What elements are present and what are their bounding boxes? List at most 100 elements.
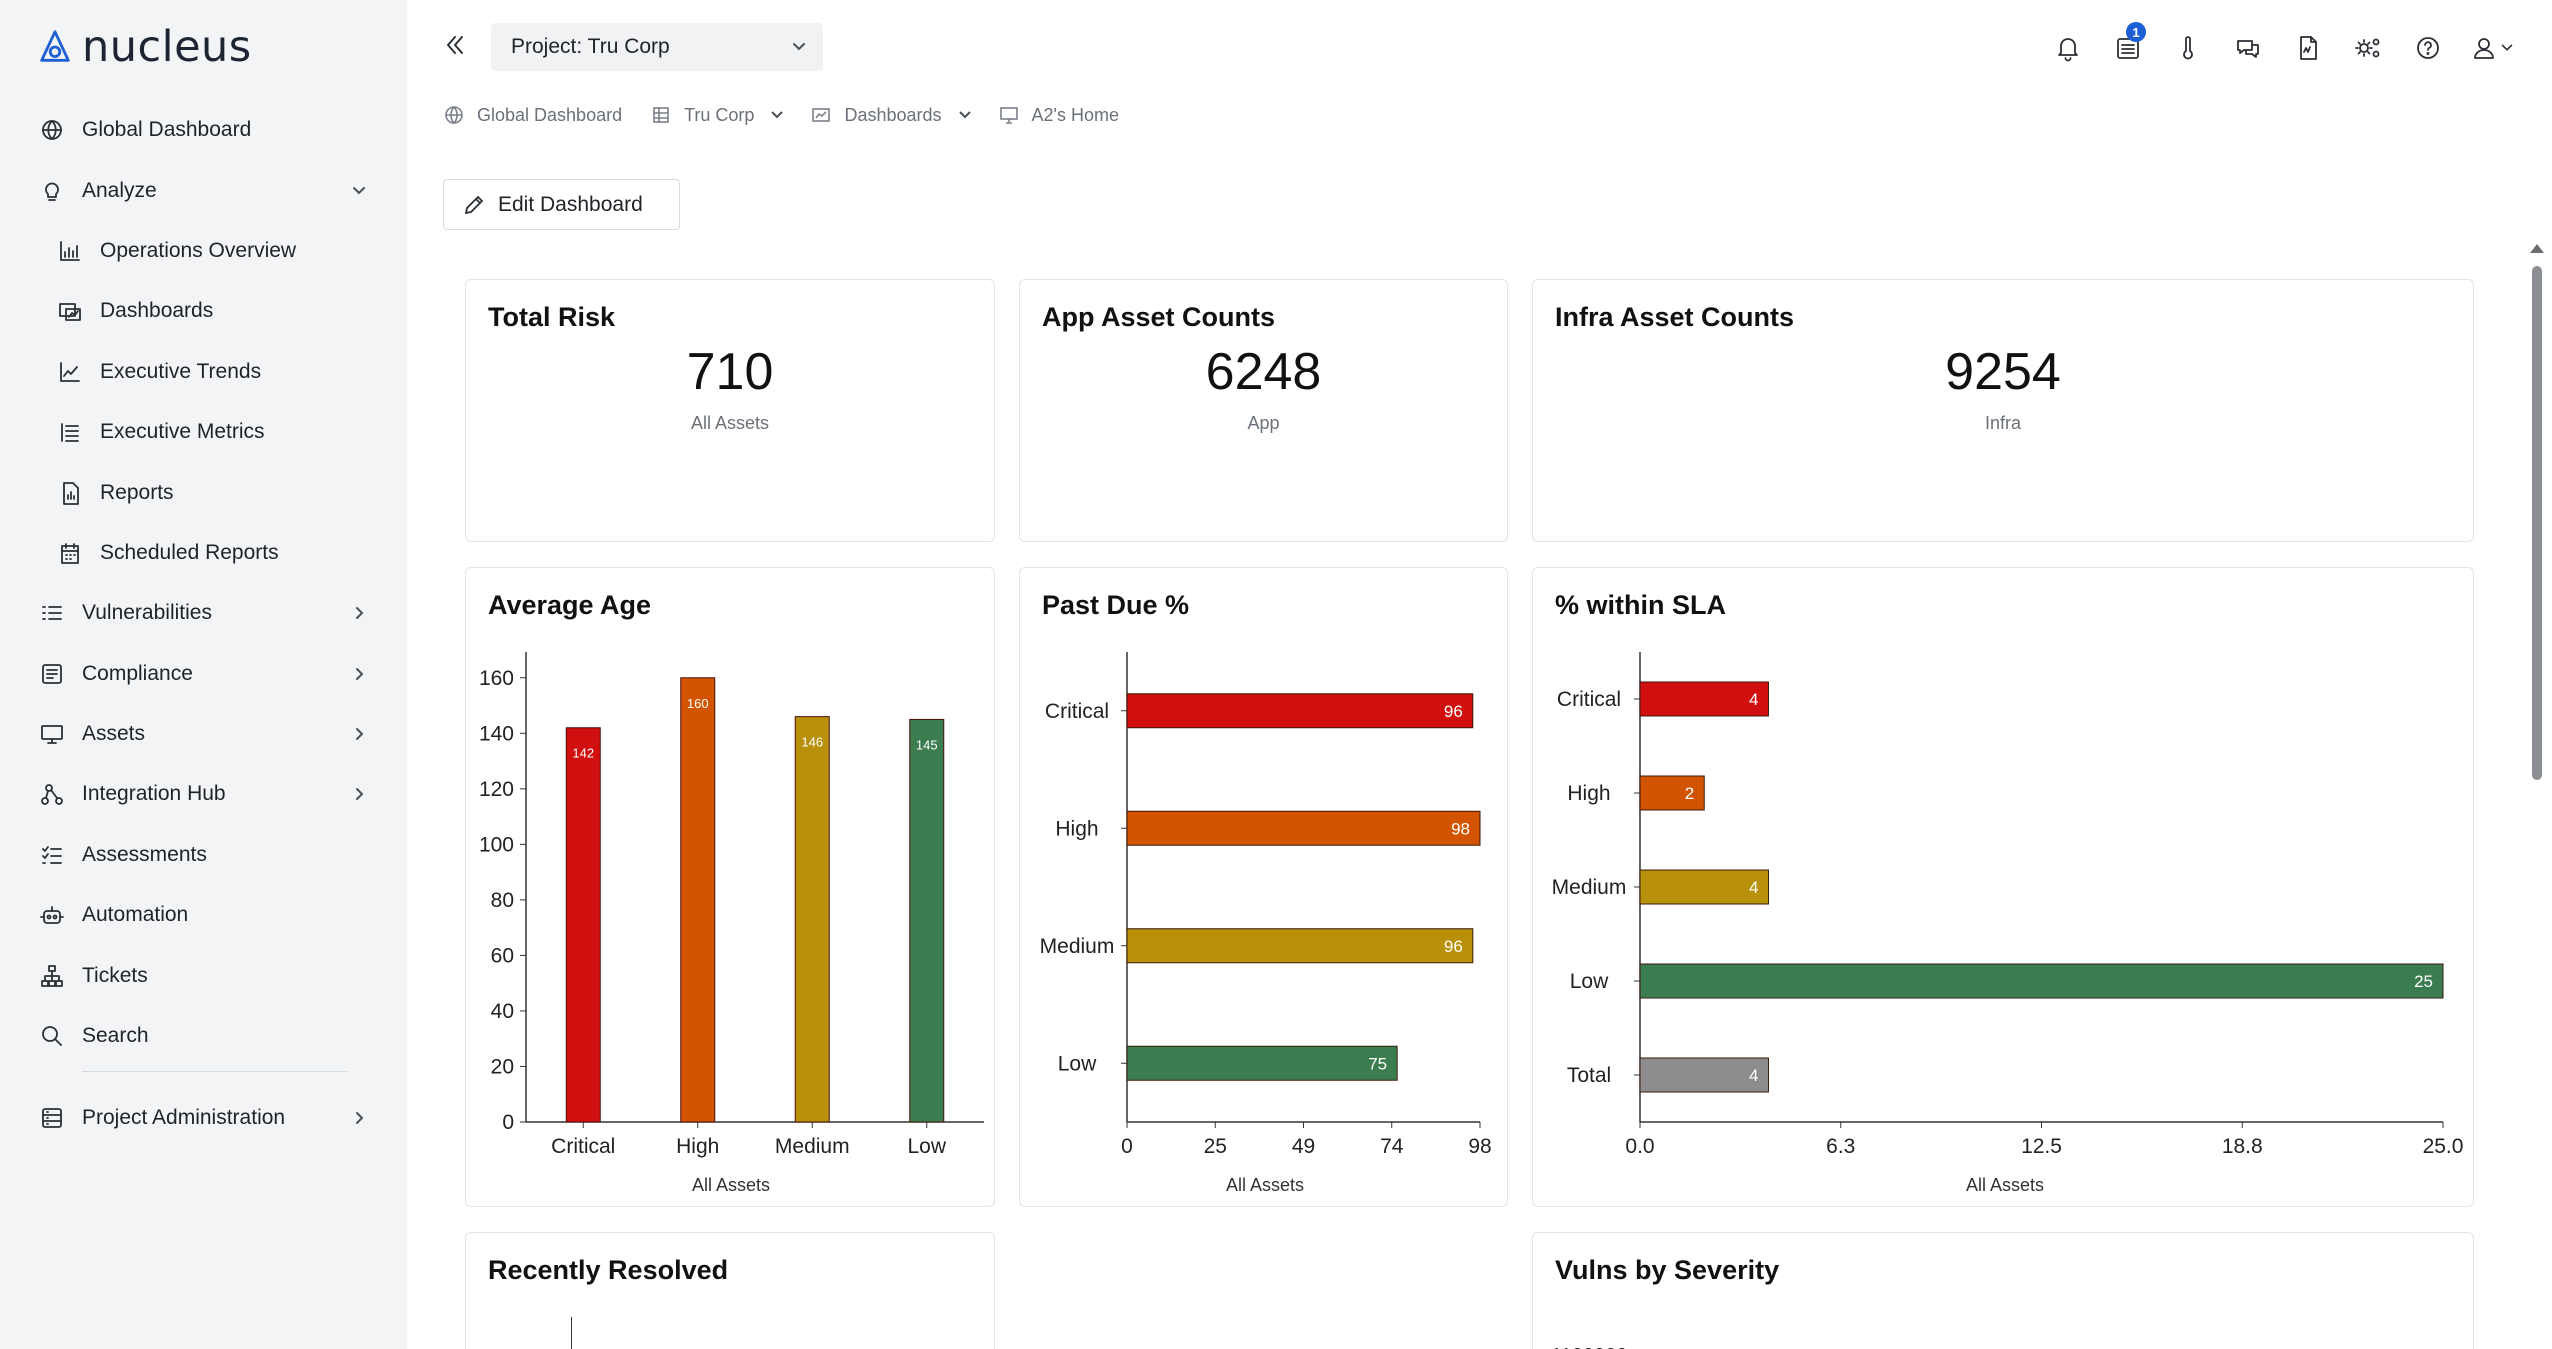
logo[interactable]: nucleus <box>36 22 252 72</box>
double-chevron-left-icon <box>447 36 463 54</box>
breadcrumb-tru-corp[interactable]: Tru Corp <box>650 104 754 126</box>
server-icon <box>38 1104 66 1132</box>
list-icon <box>38 599 66 627</box>
y-tick-label: 140 <box>479 722 514 745</box>
chart-card-past-due: Past Due % 96 Critical 98 High 96 Medium 75 Low… <box>1019 567 1508 1207</box>
bar-low <box>909 718 945 1123</box>
bar-value-label: 146 <box>801 735 823 750</box>
sidebar-item-label: Executive Metrics <box>100 420 265 444</box>
bar-medium <box>1639 869 1769 905</box>
sidebar-item-tickets[interactable]: Tickets <box>0 945 407 1005</box>
chevron-right-icon[interactable] <box>350 1109 368 1127</box>
monitor-icon <box>999 107 1018 124</box>
breadcrumb-global-dashboard[interactable]: Global Dashboard <box>443 104 622 126</box>
sidebar-item-integration-hub[interactable]: Integration Hub <box>0 764 407 824</box>
sidebar-item-scheduled-reports[interactable]: Scheduled Reports <box>0 523 407 583</box>
sidebar-item-search[interactable]: Search <box>0 1006 407 1066</box>
project-select[interactable]: Project: Tru Corp <box>491 23 823 71</box>
robot-icon <box>38 901 66 929</box>
collapse-sidebar-button[interactable] <box>440 30 470 60</box>
building-icon <box>653 107 669 123</box>
compliance-icon <box>38 660 66 688</box>
bar-critical <box>1126 693 1474 729</box>
globe-icon <box>445 106 463 125</box>
chevron-right-icon[interactable] <box>350 665 368 683</box>
sidebar-item-label: Compliance <box>82 661 193 685</box>
bar-critical <box>565 727 601 1123</box>
bar-value-label: 4 <box>1749 690 1758 709</box>
sidebar-item-project-administration[interactable]: Project Administration <box>0 1088 407 1148</box>
x-tick-label: 12.5 <box>2021 1135 2062 1158</box>
sidebar-item-label: Tickets <box>82 963 148 987</box>
notifications-button[interactable] <box>2038 28 2098 68</box>
sidebar-divider <box>82 1071 347 1072</box>
integration-icon <box>38 780 66 808</box>
chevron-right-icon[interactable] <box>350 604 368 622</box>
breadcrumb-dropdown-tru-corp[interactable] <box>768 106 786 124</box>
thermometer-button[interactable] <box>2158 28 2218 68</box>
bar-value-label: 96 <box>1444 702 1463 721</box>
breadcrumb-dropdown-dashboards[interactable] <box>956 106 974 124</box>
sidebar-item-label: Project Administration <box>82 1106 286 1130</box>
chevron-right-icon[interactable] <box>350 725 368 743</box>
y-tick-label: 160 <box>479 667 514 690</box>
tasks-button[interactable]: 1 <box>2098 22 2158 68</box>
bar-value-label: 2 <box>1685 784 1694 803</box>
notification-badge: 1 <box>2126 22 2146 42</box>
sidebar-item-assessments[interactable]: Assessments <box>0 825 407 885</box>
edit-dashboard-button[interactable]: Edit Dashboard <box>443 179 680 230</box>
sidebar: nucleus Global Dashboard Analyze Operation… <box>0 0 407 1349</box>
sidebar-item-vulnerabilities[interactable]: Vulnerabilities <box>0 583 407 643</box>
y-tick-label: 80 <box>491 889 514 912</box>
sidebar-item-label: Global Dashboard <box>82 118 252 142</box>
bar-value-label: 4 <box>1749 878 1758 897</box>
search-icon <box>38 1022 66 1050</box>
sidebar-item-compliance[interactable]: Compliance <box>0 644 407 704</box>
x-tick-label: Critical <box>551 1135 615 1158</box>
y-tick-label: 40 <box>491 1000 514 1023</box>
breadcrumb: Global Dashboard Tru Corp Dashboards A2'… <box>443 104 1147 126</box>
sidebar-item-analyze[interactable]: Analyze <box>0 160 407 220</box>
sidebar-item-label: Analyze <box>82 178 157 202</box>
bar-value-label: 98 <box>1451 819 1470 838</box>
sidebar-nav: Global Dashboard Analyze Operations Overvi… <box>0 100 407 1149</box>
checklist-icon <box>38 841 66 869</box>
x-tick-label: Low <box>907 1135 946 1158</box>
scroll-up-arrow[interactable] <box>2530 244 2544 253</box>
sidebar-item-label: Scheduled Reports <box>100 540 279 564</box>
sidebar-item-automation[interactable]: Automation <box>0 885 407 945</box>
sidebar-item-global-dashboard[interactable]: Global Dashboard <box>0 100 407 160</box>
sidebar-item-label: Integration Hub <box>82 782 226 806</box>
sidebar-item-dashboards[interactable]: Dashboards <box>0 281 407 341</box>
user-menu-button[interactable] <box>2458 28 2528 68</box>
hierarchy-icon <box>38 962 66 990</box>
sidebar-item-executive-metrics[interactable]: Executive Metrics <box>0 402 407 462</box>
settings-network-icon <box>2355 38 2380 58</box>
card-title: Recently Resolved <box>488 1255 729 1285</box>
sidebar-item-executive-trends[interactable]: Executive Trends <box>0 342 407 402</box>
sidebar-item-label: Executive Trends <box>100 359 262 383</box>
y-tick-label: Medium <box>1040 935 1115 958</box>
report-icon <box>56 479 84 507</box>
sidebar-item-reports[interactable]: Reports <box>0 462 407 522</box>
breadcrumb-home[interactable]: A2's Home <box>998 104 1119 126</box>
chevron-down-icon[interactable] <box>350 182 368 200</box>
trend-icon <box>56 358 84 386</box>
x-axis-label: All Assets <box>692 1175 770 1195</box>
help-button[interactable] <box>2398 28 2458 68</box>
breadcrumb-label: Dashboards <box>844 104 942 125</box>
chevron-right-icon[interactable] <box>350 785 368 803</box>
document-button[interactable] <box>2278 28 2338 68</box>
x-tick-label: 0 <box>1121 1135 1133 1158</box>
breadcrumb-dashboards[interactable]: Dashboards <box>810 104 942 126</box>
chat-button[interactable] <box>2218 28 2278 68</box>
monitor-icon <box>38 720 66 748</box>
page-scrollbar-thumb[interactable] <box>2532 266 2542 780</box>
sidebar-item-operations-overview[interactable]: Operations Overview <box>0 221 407 281</box>
x-tick-label: 0.0 <box>1625 1135 1654 1158</box>
tick-label: 1100000 <box>1551 1345 1627 1349</box>
sidebar-item-assets[interactable]: Assets <box>0 704 407 764</box>
edit-dashboard-label: Edit Dashboard <box>498 192 643 216</box>
kpi-value: 710 <box>686 343 774 401</box>
settings-network-button[interactable] <box>2338 28 2398 68</box>
